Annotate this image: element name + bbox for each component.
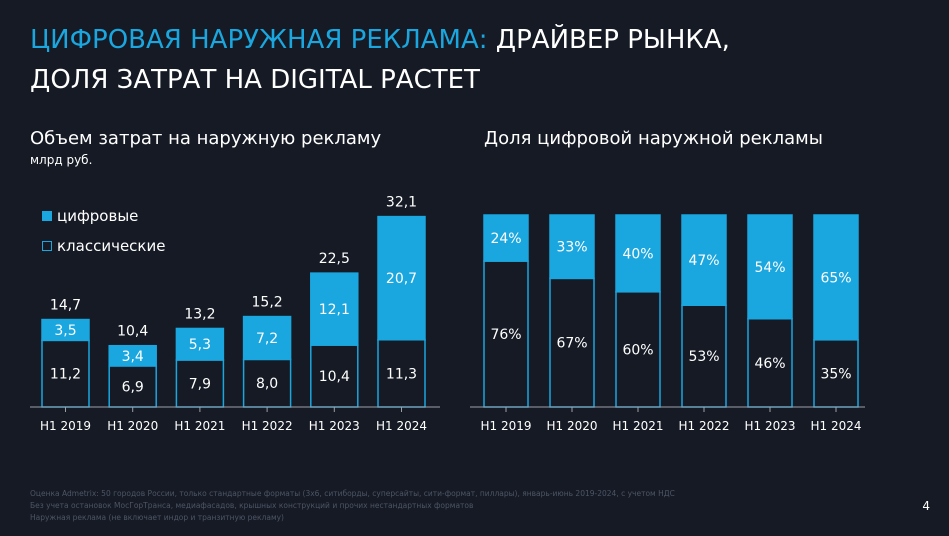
- share-digital-label-2: 40%: [622, 246, 653, 262]
- footnote-line-3: Наружная реклама (не включает индор и тр…: [30, 513, 284, 522]
- share-classic-4: [747, 317, 793, 408]
- bar-digital-1: [108, 344, 157, 367]
- title-line-2: ДОЛЯ ЗАТРАТ НА DIGITAL РАСТЕТ: [30, 65, 480, 95]
- bar-classic-5: [377, 339, 426, 408]
- bar-digital-4: [310, 272, 359, 346]
- share-digital-label-5: 65%: [820, 270, 851, 286]
- label-total-2: 13,2: [184, 306, 215, 322]
- right-chart-title: Доля цифровой наружной рекламы: [484, 128, 823, 149]
- x-label-left-2: H1 2021: [174, 419, 225, 433]
- bar-digital-2: [175, 327, 225, 361]
- legend-classic-label: классические: [57, 237, 166, 255]
- share-digital-1: [549, 214, 595, 280]
- label-digital-2: 5,3: [189, 337, 211, 353]
- bar-digital-5: [377, 215, 426, 341]
- title-rest: ДРАЙВЕР РЫНКА,: [495, 25, 730, 55]
- share-classic-0: [483, 260, 529, 408]
- x-label-right-5: H1 2024: [810, 419, 861, 433]
- footnote: Оценка Admetrix: 50 городов России, толь…: [30, 488, 675, 524]
- share-classic-label-2: 60%: [622, 342, 653, 358]
- page-title: ЦИФРОВАЯ НАРУЖНАЯ РЕКЛАМА: ДРАЙВЕР РЫНКА…: [30, 20, 730, 100]
- x-label-right-2: H1 2021: [612, 419, 663, 433]
- label-total-0: 14,7: [50, 298, 81, 314]
- share-classic-label-5: 35%: [820, 366, 851, 382]
- bar-classic-3: [242, 358, 292, 408]
- share-classic-label-1: 67%: [556, 336, 587, 352]
- label-classic-1: 6,9: [122, 379, 144, 395]
- x-label-left-0: H1 2019: [40, 419, 91, 433]
- share-classic-5: [813, 339, 859, 408]
- share-classic-label-0: 76%: [490, 327, 521, 343]
- x-label-right-1: H1 2020: [546, 419, 597, 433]
- share-digital-label-3: 47%: [688, 253, 719, 269]
- x-label-right-4: H1 2023: [744, 419, 795, 433]
- x-label-right-3: H1 2022: [678, 419, 729, 433]
- label-digital-1: 3,4: [122, 349, 144, 365]
- label-total-4: 22,5: [319, 251, 350, 267]
- x-label-left-5: H1 2024: [376, 419, 427, 433]
- legend-classic: классические: [42, 237, 165, 255]
- share-digital-0: [483, 214, 529, 262]
- legend-digital: цифровые: [42, 207, 138, 225]
- title-line-1: ЦИФРОВАЯ НАРУЖНАЯ РЕКЛАМА: ДРАЙВЕР РЫНКА…: [30, 20, 730, 60]
- label-digital-5: 20,7: [386, 271, 417, 287]
- page-number: 4: [922, 499, 930, 513]
- share-digital-4: [747, 214, 793, 320]
- share-digital-5: [813, 214, 859, 341]
- bar-classic-4: [310, 344, 359, 408]
- x-label-left-3: H1 2022: [242, 419, 293, 433]
- bar-classic-2: [175, 359, 225, 408]
- footnote-line-1: Оценка Admetrix: 50 городов России, толь…: [30, 489, 675, 498]
- share-classic-label-4: 46%: [754, 356, 785, 372]
- legend-digital-label: цифровые: [57, 207, 139, 225]
- bar-classic-1: [108, 365, 157, 408]
- label-digital-4: 12,1: [319, 302, 350, 318]
- label-classic-2: 7,9: [189, 376, 211, 392]
- bar-digital-3: [242, 315, 292, 361]
- bar-digital-0: [41, 318, 90, 342]
- share-digital-2: [615, 214, 661, 293]
- label-classic-5: 11,3: [386, 366, 417, 382]
- label-classic-0: 11,2: [50, 367, 81, 383]
- label-classic-4: 10,4: [319, 369, 350, 385]
- left-chart-title: Объем затрат на наружную рекламу: [30, 128, 382, 149]
- share-classic-label-3: 53%: [688, 349, 719, 365]
- x-label-left-4: H1 2023: [309, 419, 360, 433]
- label-digital-0: 3,5: [54, 323, 76, 339]
- x-label-left-1: H1 2020: [107, 419, 158, 433]
- label-total-5: 32,1: [386, 195, 417, 211]
- share-digital-3: [681, 214, 727, 306]
- share-classic-2: [615, 291, 661, 408]
- footnote-line-2: Без учета остановок МосГорТранса, медиаф…: [30, 501, 474, 510]
- label-total-3: 15,2: [252, 295, 283, 311]
- share-digital-label-0: 24%: [490, 231, 521, 247]
- share-digital-label-1: 33%: [556, 240, 587, 256]
- label-total-1: 10,4: [117, 324, 148, 340]
- share-digital-label-4: 54%: [754, 260, 785, 276]
- title-accent: ЦИФРОВАЯ НАРУЖНАЯ РЕКЛАМА:: [30, 25, 488, 55]
- x-label-right-0: H1 2019: [480, 419, 531, 433]
- label-classic-3: 8,0: [256, 376, 278, 392]
- legend-classic-swatch: [42, 241, 52, 251]
- legend-digital-swatch: [42, 211, 52, 221]
- label-digital-3: 7,2: [256, 331, 278, 347]
- left-chart-unit: млрд руб.: [30, 153, 93, 167]
